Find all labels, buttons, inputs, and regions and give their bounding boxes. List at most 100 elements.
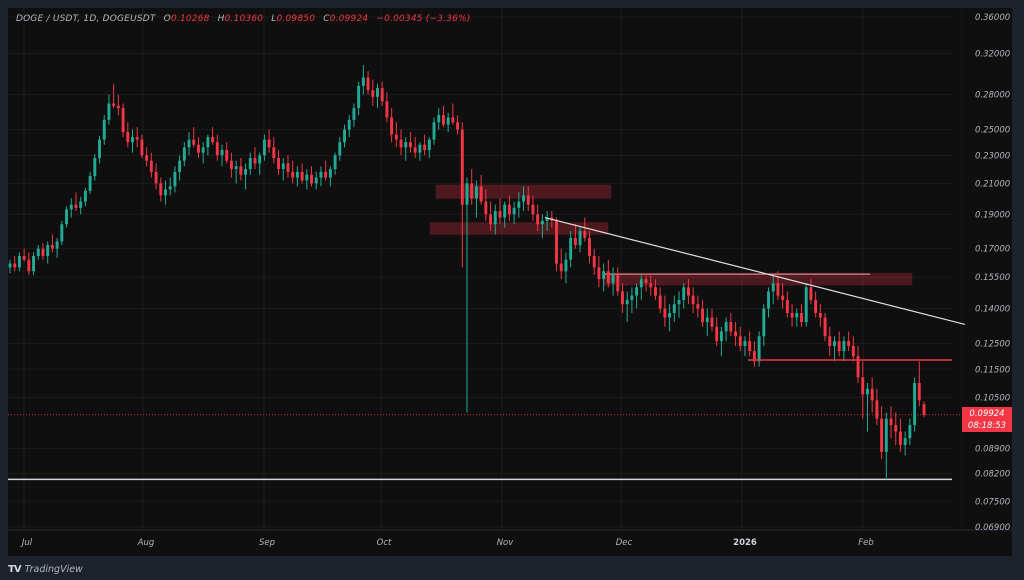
candle-body[interactable] xyxy=(295,171,299,178)
symbol-info[interactable]: DOGE / USDT, 1D, DOGEUSDT xyxy=(16,14,156,24)
candle-body[interactable] xyxy=(828,336,832,347)
candle-body[interactable] xyxy=(347,119,351,130)
candle-body[interactable] xyxy=(164,189,167,196)
candle-body[interactable] xyxy=(361,77,365,86)
candle-body[interactable] xyxy=(93,158,97,177)
candle-body[interactable] xyxy=(192,139,196,145)
candle-body[interactable] xyxy=(489,214,493,225)
candle-body[interactable] xyxy=(493,211,497,225)
candle-body[interactable] xyxy=(112,103,116,106)
candle-body[interactable] xyxy=(851,346,855,357)
candle-body[interactable] xyxy=(644,279,648,284)
candle-body[interactable] xyxy=(743,341,747,347)
candle-body[interactable] xyxy=(729,322,733,332)
candle-body[interactable] xyxy=(474,186,478,199)
candle-body[interactable] xyxy=(456,122,460,130)
candle-body[interactable] xyxy=(573,237,577,246)
candle-body[interactable] xyxy=(724,322,728,332)
candle-body[interactable] xyxy=(870,388,874,401)
candle-body[interactable] xyxy=(352,108,356,120)
candle-body[interactable] xyxy=(357,85,361,109)
candle-body[interactable] xyxy=(116,105,120,109)
candle-body[interactable] xyxy=(211,137,215,143)
candle-body[interactable] xyxy=(319,171,323,178)
candle-body[interactable] xyxy=(470,183,474,199)
candle-body[interactable] xyxy=(404,142,408,148)
candle-body[interactable] xyxy=(705,317,709,323)
candle-body[interactable] xyxy=(908,425,912,439)
candle-body[interactable] xyxy=(60,224,64,242)
candle-body[interactable] xyxy=(710,317,714,327)
candle-body[interactable] xyxy=(823,317,827,337)
candle-body[interactable] xyxy=(244,169,248,175)
candle-body[interactable] xyxy=(597,267,601,280)
candle-body[interactable] xyxy=(847,341,851,347)
candle-body[interactable] xyxy=(418,144,422,153)
candle-body[interactable] xyxy=(809,287,813,300)
candle-body[interactable] xyxy=(795,313,799,318)
candle-body[interactable] xyxy=(215,142,219,156)
candle-body[interactable] xyxy=(479,186,483,202)
candle-body[interactable] xyxy=(536,214,540,225)
candle-body[interactable] xyxy=(668,313,672,318)
candle-body[interactable] xyxy=(517,201,521,208)
candle-body[interactable] xyxy=(98,139,101,159)
candle-body[interactable] xyxy=(32,255,36,272)
candle-body[interactable] xyxy=(682,287,686,300)
candle-body[interactable] xyxy=(74,204,78,208)
candle-body[interactable] xyxy=(701,308,705,323)
candle-body[interactable] xyxy=(460,129,464,205)
candle-body[interactable] xyxy=(465,183,469,205)
candle-body[interactable] xyxy=(592,255,596,268)
candle-body[interactable] xyxy=(771,283,775,292)
candle-body[interactable] xyxy=(300,171,304,181)
candle-body[interactable] xyxy=(526,195,530,205)
candle-body[interactable] xyxy=(253,158,257,164)
candle-body[interactable] xyxy=(36,248,40,256)
candle-body[interactable] xyxy=(531,204,535,215)
candle-body[interactable] xyxy=(663,308,667,318)
supply-zone[interactable] xyxy=(429,222,609,235)
candle-body[interactable] xyxy=(602,271,606,280)
candle-body[interactable] xyxy=(889,418,893,426)
candle-body[interactable] xyxy=(281,163,285,170)
descending-trendline[interactable] xyxy=(544,216,966,325)
candle-body[interactable] xyxy=(804,287,808,323)
candle-body[interactable] xyxy=(201,147,205,153)
candle-body[interactable] xyxy=(866,388,869,395)
candle-body[interactable] xyxy=(790,313,794,318)
candle-body[interactable] xyxy=(757,336,761,362)
candle-body[interactable] xyxy=(305,174,309,181)
candle-body[interactable] xyxy=(630,295,634,300)
candle-body[interactable] xyxy=(88,176,92,191)
candle-body[interactable] xyxy=(748,341,752,352)
candle-body[interactable] xyxy=(376,88,379,97)
candle-body[interactable] xyxy=(83,190,87,202)
candle-body[interactable] xyxy=(17,255,21,268)
candle-body[interactable] xyxy=(225,149,229,161)
candle-body[interactable] xyxy=(691,295,695,305)
candle-body[interactable] xyxy=(371,90,375,97)
candle-body[interactable] xyxy=(69,204,73,210)
candle-body[interactable] xyxy=(27,259,31,272)
candle-body[interactable] xyxy=(409,142,412,148)
candle-body[interactable] xyxy=(833,341,836,347)
candle-body[interactable] xyxy=(126,132,130,143)
candle-body[interactable] xyxy=(310,174,313,184)
candle-body[interactable] xyxy=(559,263,563,272)
candle-body[interactable] xyxy=(649,283,653,288)
candle-body[interactable] xyxy=(564,259,568,272)
candle-body[interactable] xyxy=(262,139,266,156)
candle-body[interactable] xyxy=(818,313,822,318)
candle-body[interactable] xyxy=(884,418,888,452)
candle-body[interactable] xyxy=(131,137,134,143)
candle-body[interactable] xyxy=(880,418,884,452)
candle-body[interactable] xyxy=(686,287,690,296)
candle-body[interactable] xyxy=(875,400,879,419)
candle-body[interactable] xyxy=(380,88,384,102)
candle-body[interactable] xyxy=(277,158,281,170)
candle-body[interactable] xyxy=(621,291,624,305)
candle-body[interactable] xyxy=(611,275,615,284)
candle-body[interactable] xyxy=(842,341,846,352)
candle-body[interactable] xyxy=(498,211,502,218)
